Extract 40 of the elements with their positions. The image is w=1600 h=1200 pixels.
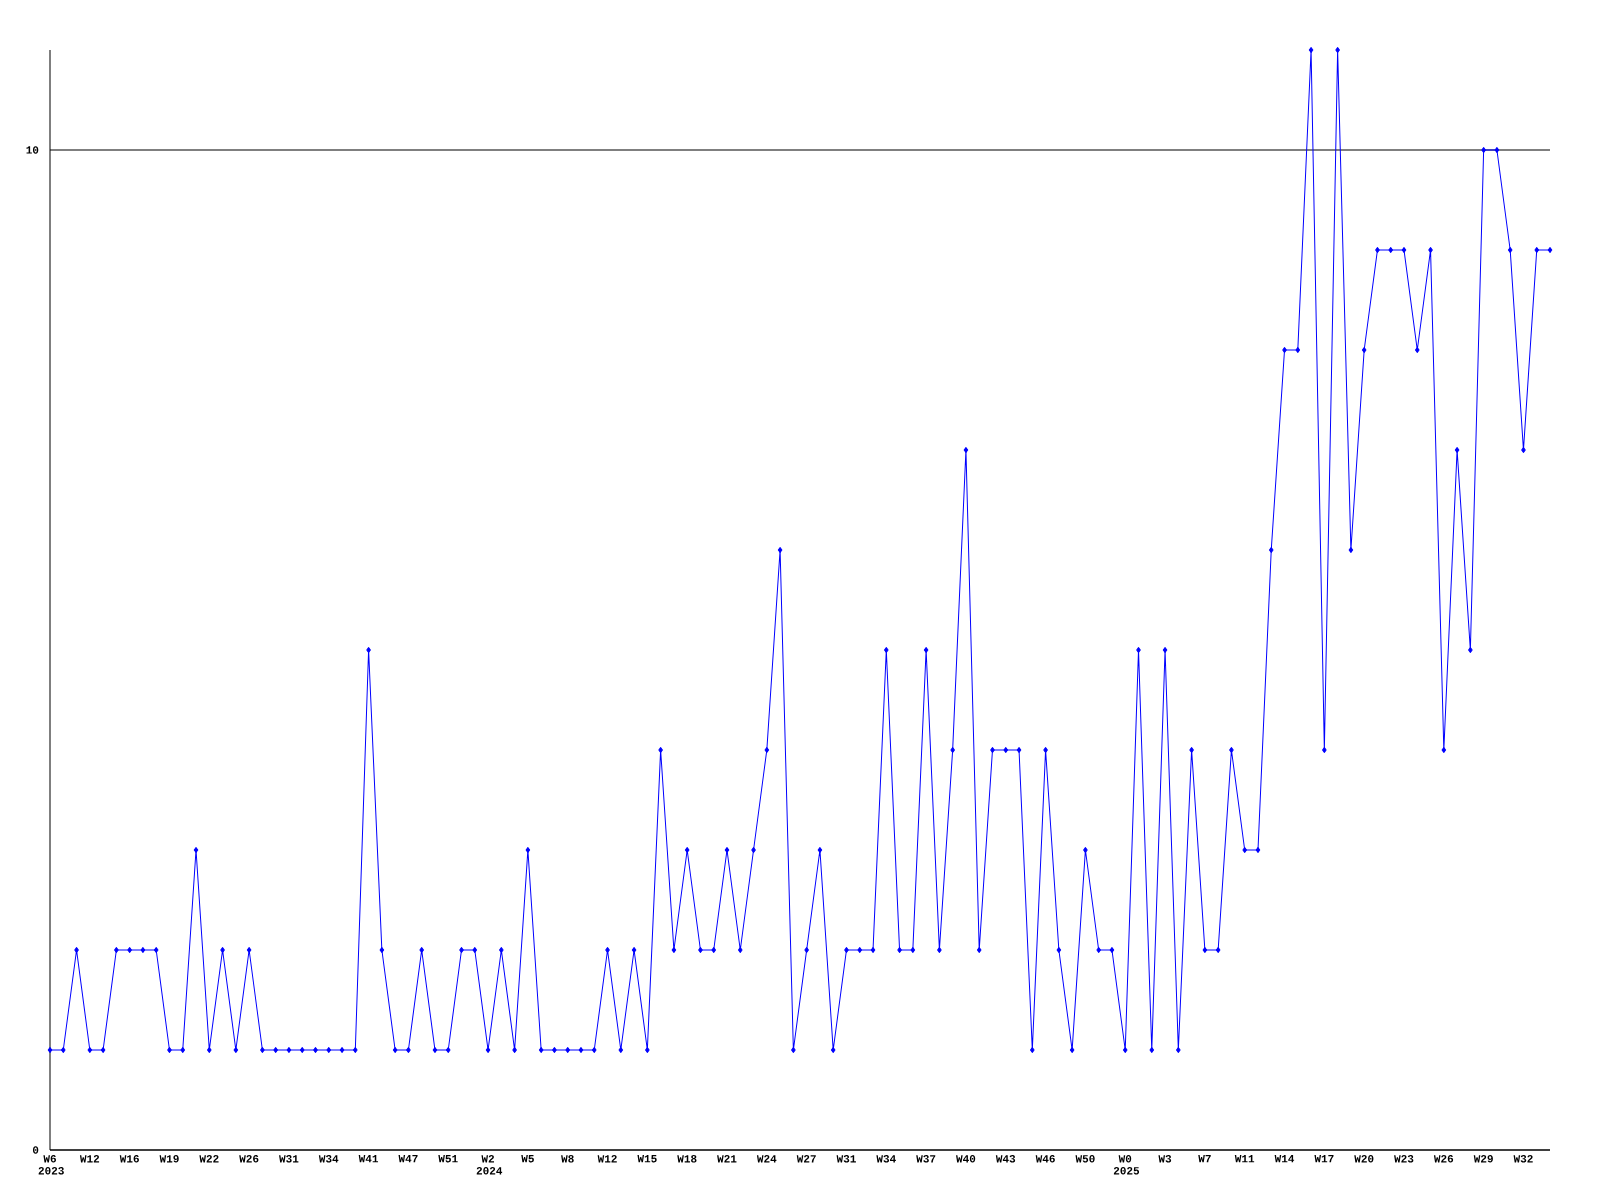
x-tick-label: W50 [1075, 1155, 1095, 1163]
x-tick-label: W12 [597, 1155, 617, 1163]
x-tick-label: W26 [239, 1155, 259, 1163]
x-tick-label: W31 [836, 1155, 856, 1163]
x-tick-label: W51 [438, 1155, 458, 1163]
x-tick-label: W34 [318, 1155, 339, 1163]
x-tick-label: W24 [756, 1155, 777, 1163]
x-tick-label: W32 [1513, 1155, 1533, 1163]
x-tick-label: W5 [521, 1155, 534, 1163]
x-tick-label: W31 [279, 1155, 299, 1163]
x-tick-label: W14 [1274, 1155, 1295, 1163]
x-tick-label: W11 [1234, 1155, 1255, 1163]
x-tick-label: W41 [358, 1155, 379, 1163]
x-tick-label: W7 [1198, 1155, 1211, 1163]
y-tick-label: 10 [26, 146, 39, 154]
x-tick-label: W37 [916, 1155, 936, 1163]
x-tick-label: W34 [876, 1155, 896, 1163]
x-tick-label: W27 [796, 1155, 816, 1163]
x-tick-label: W46 [1035, 1155, 1055, 1163]
x-tick-label: W8 [561, 1155, 574, 1163]
y-tick-label: 0 [32, 1146, 39, 1154]
x-tick-label: W47 [398, 1155, 418, 1163]
x-tick-label: W29 [1473, 1155, 1493, 1163]
x-tick-label: W12 [79, 1155, 100, 1163]
x-tick-label: W6 2023 [38, 1155, 64, 1175]
x-tick-label: W2 2024 [476, 1155, 503, 1175]
x-tick-label: W0 2025 [1113, 1155, 1140, 1175]
x-tick-label: W3 [1158, 1155, 1172, 1163]
x-tick-label: W43 [995, 1155, 1016, 1163]
x-tick-label: W19 [159, 1155, 179, 1163]
x-tick-label: W20 [1354, 1155, 1374, 1163]
x-tick-label: W15 [637, 1155, 657, 1163]
x-tick-label: W22 [199, 1155, 219, 1163]
x-tick-label: W21 [717, 1155, 737, 1163]
x-tick-label: W40 [956, 1155, 976, 1163]
x-tick-label: W16 [119, 1155, 139, 1163]
x-tick-label: W23 [1394, 1155, 1414, 1163]
x-tick-label: W17 [1314, 1155, 1334, 1163]
x-tick-label: W26 [1433, 1155, 1454, 1163]
x-tick-label: W18 [677, 1155, 697, 1163]
